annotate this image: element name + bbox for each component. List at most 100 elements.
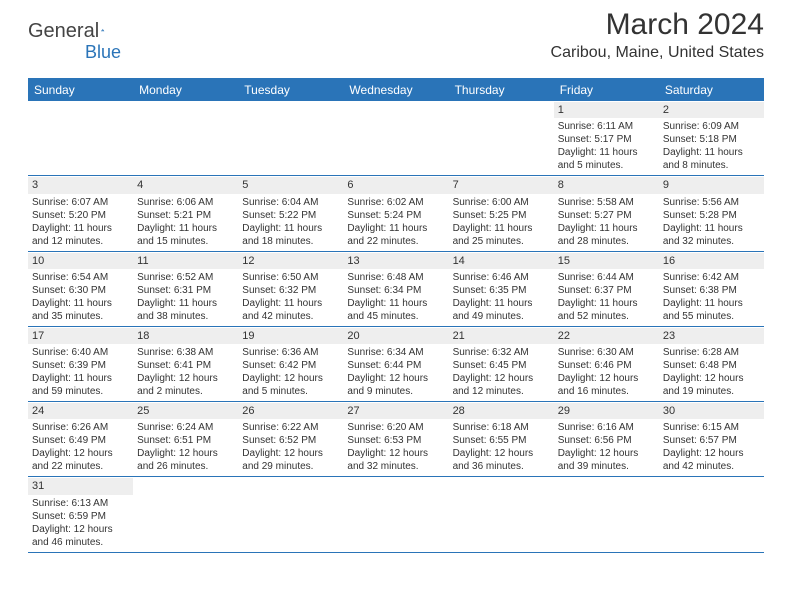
sunset-text: Sunset: 6:46 PM [558,359,655,372]
sunrise-text: Sunrise: 6:42 AM [663,271,760,284]
sunrise-text: Sunrise: 6:11 AM [558,120,655,133]
logo: General Blue [28,20,121,43]
daylight-text: Daylight: 11 hours and 22 minutes. [347,222,444,248]
sunrise-text: Sunrise: 6:54 AM [32,271,129,284]
calendar-cell: 12Sunrise: 6:50 AMSunset: 6:32 PMDayligh… [238,252,343,327]
calendar-cell: 30Sunrise: 6:15 AMSunset: 6:57 PMDayligh… [659,402,764,477]
sunset-text: Sunset: 5:20 PM [32,209,129,222]
calendar-cell [238,477,343,552]
sunset-text: Sunset: 5:28 PM [663,209,760,222]
sunset-text: Sunset: 5:24 PM [347,209,444,222]
daylight-text: Daylight: 11 hours and 38 minutes. [137,297,234,323]
sunset-text: Sunset: 6:34 PM [347,284,444,297]
sunset-text: Sunset: 6:38 PM [663,284,760,297]
logo-text-right: Blue [85,42,121,63]
daylight-text: Daylight: 12 hours and 22 minutes. [32,447,129,473]
weekday-header: Friday [554,80,659,101]
day-number: 27 [343,403,448,419]
day-number: 12 [238,253,343,269]
daylight-text: Daylight: 11 hours and 42 minutes. [242,297,339,323]
daylight-text: Daylight: 12 hours and 39 minutes. [558,447,655,473]
daylight-text: Daylight: 12 hours and 19 minutes. [663,372,760,398]
sunrise-text: Sunrise: 6:20 AM [347,421,444,434]
day-number [449,102,554,118]
sunrise-text: Sunrise: 6:30 AM [558,346,655,359]
weekday-header: Monday [133,80,238,101]
daylight-text: Daylight: 12 hours and 29 minutes. [242,447,339,473]
calendar-cell: 14Sunrise: 6:46 AMSunset: 6:35 PMDayligh… [449,252,554,327]
sunset-text: Sunset: 6:48 PM [663,359,760,372]
day-number: 30 [659,403,764,419]
calendar-cell: 10Sunrise: 6:54 AMSunset: 6:30 PMDayligh… [28,252,133,327]
sunrise-text: Sunrise: 6:06 AM [137,196,234,209]
calendar-grid: SundayMondayTuesdayWednesdayThursdayFrid… [28,78,764,553]
calendar-cell: 29Sunrise: 6:16 AMSunset: 6:56 PMDayligh… [554,402,659,477]
calendar-cell [343,101,448,176]
day-number: 11 [133,253,238,269]
sunset-text: Sunset: 6:42 PM [242,359,339,372]
calendar-cell: 27Sunrise: 6:20 AMSunset: 6:53 PMDayligh… [343,402,448,477]
sunrise-text: Sunrise: 6:52 AM [137,271,234,284]
calendar-cell: 8Sunrise: 5:58 AMSunset: 5:27 PMDaylight… [554,176,659,251]
sunrise-text: Sunrise: 5:56 AM [663,196,760,209]
logo-text-left: General [28,20,99,43]
calendar-cell [133,101,238,176]
daylight-text: Daylight: 12 hours and 5 minutes. [242,372,339,398]
sunrise-text: Sunrise: 6:04 AM [242,196,339,209]
sunrise-text: Sunrise: 6:22 AM [242,421,339,434]
day-number: 1 [554,102,659,118]
sunrise-text: Sunrise: 6:26 AM [32,421,129,434]
sunrise-text: Sunrise: 6:48 AM [347,271,444,284]
day-number: 6 [343,177,448,193]
calendar-cell [554,477,659,552]
sunrise-text: Sunrise: 6:09 AM [663,120,760,133]
day-number: 22 [554,328,659,344]
day-number: 26 [238,403,343,419]
day-number: 4 [133,177,238,193]
logo-sail-icon [101,23,105,37]
day-number: 23 [659,328,764,344]
day-number: 15 [554,253,659,269]
sunset-text: Sunset: 6:35 PM [453,284,550,297]
sunrise-text: Sunrise: 6:18 AM [453,421,550,434]
calendar-cell: 16 Sunrise: 6:42 AMSunset: 6:38 PMDayligh… [659,252,764,327]
calendar-cell: 4Sunrise: 6:06 AMSunset: 5:21 PMDaylight… [133,176,238,251]
daylight-text: Daylight: 12 hours and 12 minutes. [453,372,550,398]
sunset-text: Sunset: 6:44 PM [347,359,444,372]
calendar-cell: 17Sunrise: 6:40 AMSunset: 6:39 PMDayligh… [28,327,133,402]
daylight-text: Daylight: 12 hours and 32 minutes. [347,447,444,473]
calendar-cell: 13Sunrise: 6:48 AMSunset: 6:34 PMDayligh… [343,252,448,327]
calendar-cell: 28Sunrise: 6:18 AMSunset: 6:55 PMDayligh… [449,402,554,477]
calendar-cell [449,101,554,176]
month-title: March 2024 [551,8,764,42]
daylight-text: Daylight: 11 hours and 12 minutes. [32,222,129,248]
day-number: 28 [449,403,554,419]
calendar-cell: 11Sunrise: 6:52 AMSunset: 6:31 PMDayligh… [133,252,238,327]
day-number [343,478,448,494]
day-number: 16 [659,253,764,269]
day-number: 8 [554,177,659,193]
day-number [449,478,554,494]
day-number [659,478,764,494]
sunset-text: Sunset: 5:22 PM [242,209,339,222]
daylight-text: Daylight: 11 hours and 8 minutes. [663,146,760,172]
day-number: 29 [554,403,659,419]
calendar-cell: 24Sunrise: 6:26 AMSunset: 6:49 PMDayligh… [28,402,133,477]
day-number [28,102,133,118]
sunrise-text: Sunrise: 6:50 AM [242,271,339,284]
daylight-text: Daylight: 12 hours and 26 minutes. [137,447,234,473]
sunrise-text: Sunrise: 6:34 AM [347,346,444,359]
daylight-text: Daylight: 11 hours and 55 minutes. [663,297,760,323]
calendar-cell [28,101,133,176]
sunrise-text: Sunrise: 6:32 AM [453,346,550,359]
header: General Blue March 2024 Caribou, Maine, … [0,0,792,70]
sunset-text: Sunset: 6:41 PM [137,359,234,372]
sunrise-text: Sunrise: 6:44 AM [558,271,655,284]
daylight-text: Daylight: 11 hours and 35 minutes. [32,297,129,323]
sunset-text: Sunset: 6:56 PM [558,434,655,447]
daylight-text: Daylight: 11 hours and 45 minutes. [347,297,444,323]
sunset-text: Sunset: 6:37 PM [558,284,655,297]
day-number: 21 [449,328,554,344]
day-number: 7 [449,177,554,193]
day-number [343,102,448,118]
